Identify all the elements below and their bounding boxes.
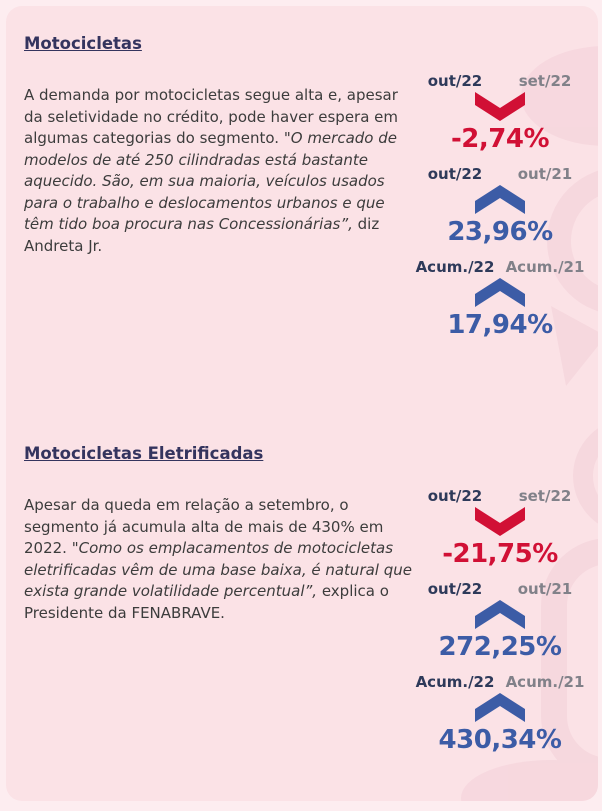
trend-up-arrow-icon bbox=[475, 600, 525, 629]
current-period-label: out/22 bbox=[427, 580, 483, 598]
previous-period-label: out/21 bbox=[517, 165, 573, 183]
paragraph-motocicletas: A demanda por motocicletas segue alta e,… bbox=[24, 85, 412, 257]
stat-period-labels: Acum./22 Acum./21 bbox=[410, 673, 590, 691]
section-title-motocicletas: Motocicletas bbox=[24, 34, 142, 53]
stat-month-vs-prev-month: out/22 set/22 -21,75% bbox=[410, 487, 590, 569]
stat-value: 17,94% bbox=[447, 310, 553, 340]
stat-period-labels: out/22 out/21 bbox=[410, 580, 590, 598]
stat-period-labels: out/22 set/22 bbox=[410, 487, 590, 505]
stat-accumulated: Acum./22 Acum./21 17,94% bbox=[410, 258, 590, 340]
stat-month-vs-prev-month: out/22 set/22 -2,74% bbox=[410, 72, 590, 154]
previous-period-label: Acum./21 bbox=[505, 673, 585, 691]
stat-value: 23,96% bbox=[447, 217, 553, 247]
previous-period-label: set/22 bbox=[518, 72, 572, 90]
previous-period-label: out/21 bbox=[517, 580, 573, 598]
paragraph-text: A demanda por motocicletas segue alta e,… bbox=[24, 86, 399, 147]
trend-up-arrow-icon bbox=[475, 693, 525, 722]
stat-period-labels: Acum./22 Acum./21 bbox=[410, 258, 590, 276]
stat-period-labels: out/22 out/21 bbox=[410, 165, 590, 183]
stat-value: 430,34% bbox=[438, 725, 562, 755]
current-period-label: out/22 bbox=[427, 72, 483, 90]
trend-up-arrow-icon bbox=[475, 185, 525, 214]
current-period-label: Acum./22 bbox=[415, 258, 495, 276]
attribution-text: diz Andreta Jr. bbox=[24, 215, 380, 255]
stat-value: 272,25% bbox=[438, 632, 562, 662]
content-card: Motocicletas A demanda por motocicletas … bbox=[6, 6, 598, 801]
quote-text: "O mercado de modelos de até 250 cilindr… bbox=[24, 129, 397, 233]
paragraph-text: Apesar da queda em relação a setembro, o… bbox=[24, 496, 384, 557]
attribution-text: explica o Presidente da FENABRAVE. bbox=[24, 582, 389, 622]
stat-period-labels: out/22 set/22 bbox=[410, 72, 590, 90]
stats-column-motocicletas: out/22 set/22 -2,74% out/22 out/21 23,96… bbox=[410, 72, 590, 351]
stat-value: -2,74% bbox=[451, 124, 550, 154]
current-period-label: Acum./22 bbox=[415, 673, 495, 691]
stat-accumulated: Acum./22 Acum./21 430,34% bbox=[410, 673, 590, 755]
trend-up-arrow-icon bbox=[475, 278, 525, 307]
stats-column-motocicletas-eletrificadas: out/22 set/22 -21,75% out/22 out/21 272,… bbox=[410, 487, 590, 766]
section-title-motocicletas-eletrificadas: Motocicletas Eletrificadas bbox=[24, 444, 264, 463]
current-period-label: out/22 bbox=[427, 487, 483, 505]
previous-period-label: Acum./21 bbox=[505, 258, 585, 276]
stat-month-vs-prev-year: out/22 out/21 272,25% bbox=[410, 580, 590, 662]
trend-down-arrow-icon bbox=[475, 92, 525, 121]
paragraph-motocicletas-eletrificadas: Apesar da queda em relação a setembro, o… bbox=[24, 495, 412, 624]
trend-down-arrow-icon bbox=[475, 507, 525, 536]
stat-value: -21,75% bbox=[442, 539, 558, 569]
current-period-label: out/22 bbox=[427, 165, 483, 183]
stat-month-vs-prev-year: out/22 out/21 23,96% bbox=[410, 165, 590, 247]
previous-period-label: set/22 bbox=[518, 487, 572, 505]
quote-text: "Como os emplacamentos de motocicletas e… bbox=[24, 539, 412, 600]
